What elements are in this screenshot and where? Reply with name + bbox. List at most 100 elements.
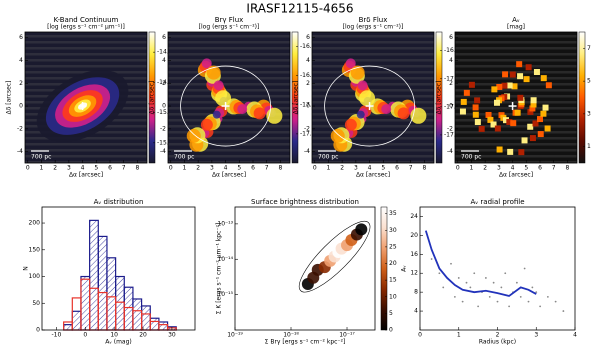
x-tick-label: 4 (81, 165, 85, 172)
x-tick-label: 7 (122, 165, 126, 172)
image-pixel (506, 82, 513, 89)
y-tick-label: 100 (29, 273, 41, 280)
scatter-point (457, 277, 460, 279)
x-tick-label: 2 (483, 165, 487, 172)
x-tick-label: 5 (381, 165, 385, 172)
colorbar-tick-label: -14.9 (157, 79, 173, 86)
colorbar-tick-label: 10 (389, 293, 397, 300)
image-pixel (493, 99, 500, 106)
image-pixel (463, 89, 470, 96)
y-tick-label: -2 (17, 125, 23, 132)
image-stripe (455, 125, 577, 128)
panel-title: Brδ Flux (359, 16, 388, 24)
image-pixel (502, 71, 509, 78)
x-tick-label: 20 (139, 332, 147, 339)
scatter-point (508, 305, 511, 308)
image-blob (200, 118, 213, 131)
plot-frame (311, 31, 435, 164)
x-tick-label: 2 (340, 165, 344, 172)
image-stripe (25, 155, 147, 158)
image-pixel (514, 109, 521, 116)
image-stripe (312, 131, 434, 134)
histogram-bar (115, 275, 125, 331)
x-tick-label: 8 (135, 165, 139, 172)
x-tick-label: 10⁻¹⁹ (227, 332, 243, 339)
image-stripe (455, 77, 577, 80)
scatter-point (546, 295, 549, 298)
x-tick-label: 10⁻¹⁷ (339, 332, 355, 339)
image-stripe (168, 119, 290, 122)
scatter-point (469, 286, 472, 289)
x-axis-label: Aᵥ (mag) (105, 339, 132, 346)
colorbar-tick-label: 0 (389, 327, 393, 334)
y-tick-label: 2 (19, 80, 23, 87)
y-tick-label: 0 (19, 103, 23, 110)
x-tick-label: 5 (237, 165, 241, 172)
image-blob (359, 90, 376, 107)
x-tick-label: 4 (368, 165, 372, 172)
colorbar (148, 31, 156, 164)
y-tick-label: 6 (449, 34, 453, 41)
density-contour (298, 221, 371, 293)
panel-title: K-Band Continuum (54, 16, 119, 24)
density-point (355, 223, 368, 236)
image-blob (206, 65, 221, 80)
colorbar (291, 31, 299, 164)
scatter-point (496, 300, 499, 303)
y-axis-label: Δδ [arcsec] (6, 81, 13, 115)
image-blob (215, 90, 232, 107)
scatter-point (504, 272, 507, 275)
image-stripe (455, 143, 577, 146)
image-pixel (532, 120, 539, 127)
x-tick-label: 0 (313, 165, 317, 172)
x-tick-label: 8 (278, 165, 282, 172)
image-pixel (502, 117, 509, 124)
x-tick-label: 1 (183, 165, 187, 172)
image-pixel (521, 137, 528, 144)
panel-title: Aᵥ distribution (94, 198, 144, 206)
image-stripe (455, 101, 577, 104)
image-blob (212, 110, 221, 119)
x-tick-label: 6 (251, 165, 255, 172)
image-stripe (455, 65, 577, 68)
colorbar-tick-label: 20 (389, 260, 397, 267)
scale-bar-label: 700 pc (318, 154, 338, 161)
image-pixel (518, 149, 525, 156)
y-axis-label: Aᵥ (401, 265, 408, 272)
x-tick-label: 2 (496, 332, 500, 339)
image-pixel (540, 110, 547, 117)
image-pixel (478, 125, 485, 132)
x-tick-label: 4 (511, 165, 515, 172)
colorbar-tick-label: 30 (389, 227, 397, 234)
image-pixel (529, 135, 536, 142)
image-pixel (511, 83, 518, 90)
y-tick-label: 2 (449, 80, 453, 87)
scatter-point (477, 305, 480, 308)
image-pixel (485, 111, 492, 118)
x-axis-label: Δα [arcsec] (212, 172, 246, 179)
y-tick-label: 0 (306, 103, 310, 110)
y-tick-label: -2 (160, 125, 166, 132)
y-axis-label: Σ K [ergs s⁻¹ cm⁻² µm⁻¹ kpc⁻²] (216, 223, 223, 315)
image-stripe (312, 47, 434, 50)
image-stripe (168, 83, 290, 86)
image-stripe (168, 143, 290, 146)
image-stripe (455, 41, 577, 44)
image-blob (345, 58, 356, 69)
image-pixel (487, 116, 494, 123)
image-pixel (523, 76, 530, 83)
scatter-point (430, 258, 433, 260)
x-tick-label: 6 (538, 165, 542, 172)
image-stripe (25, 149, 147, 152)
scatter-point (492, 281, 495, 284)
y-tick-label: 4 (306, 57, 310, 64)
image-stripe (312, 89, 434, 92)
histogram-bar (97, 235, 108, 331)
colorbar-tick-label: -15.2 (157, 109, 173, 116)
image-stripe (312, 137, 434, 140)
x-tick-label: -10 (52, 332, 62, 339)
y-tick-label: 10⁻¹⁵ (217, 291, 233, 298)
image-stripe (312, 113, 434, 116)
y-tick-label: 150 (29, 246, 41, 253)
colorbar-tick-label: 5 (389, 310, 393, 317)
